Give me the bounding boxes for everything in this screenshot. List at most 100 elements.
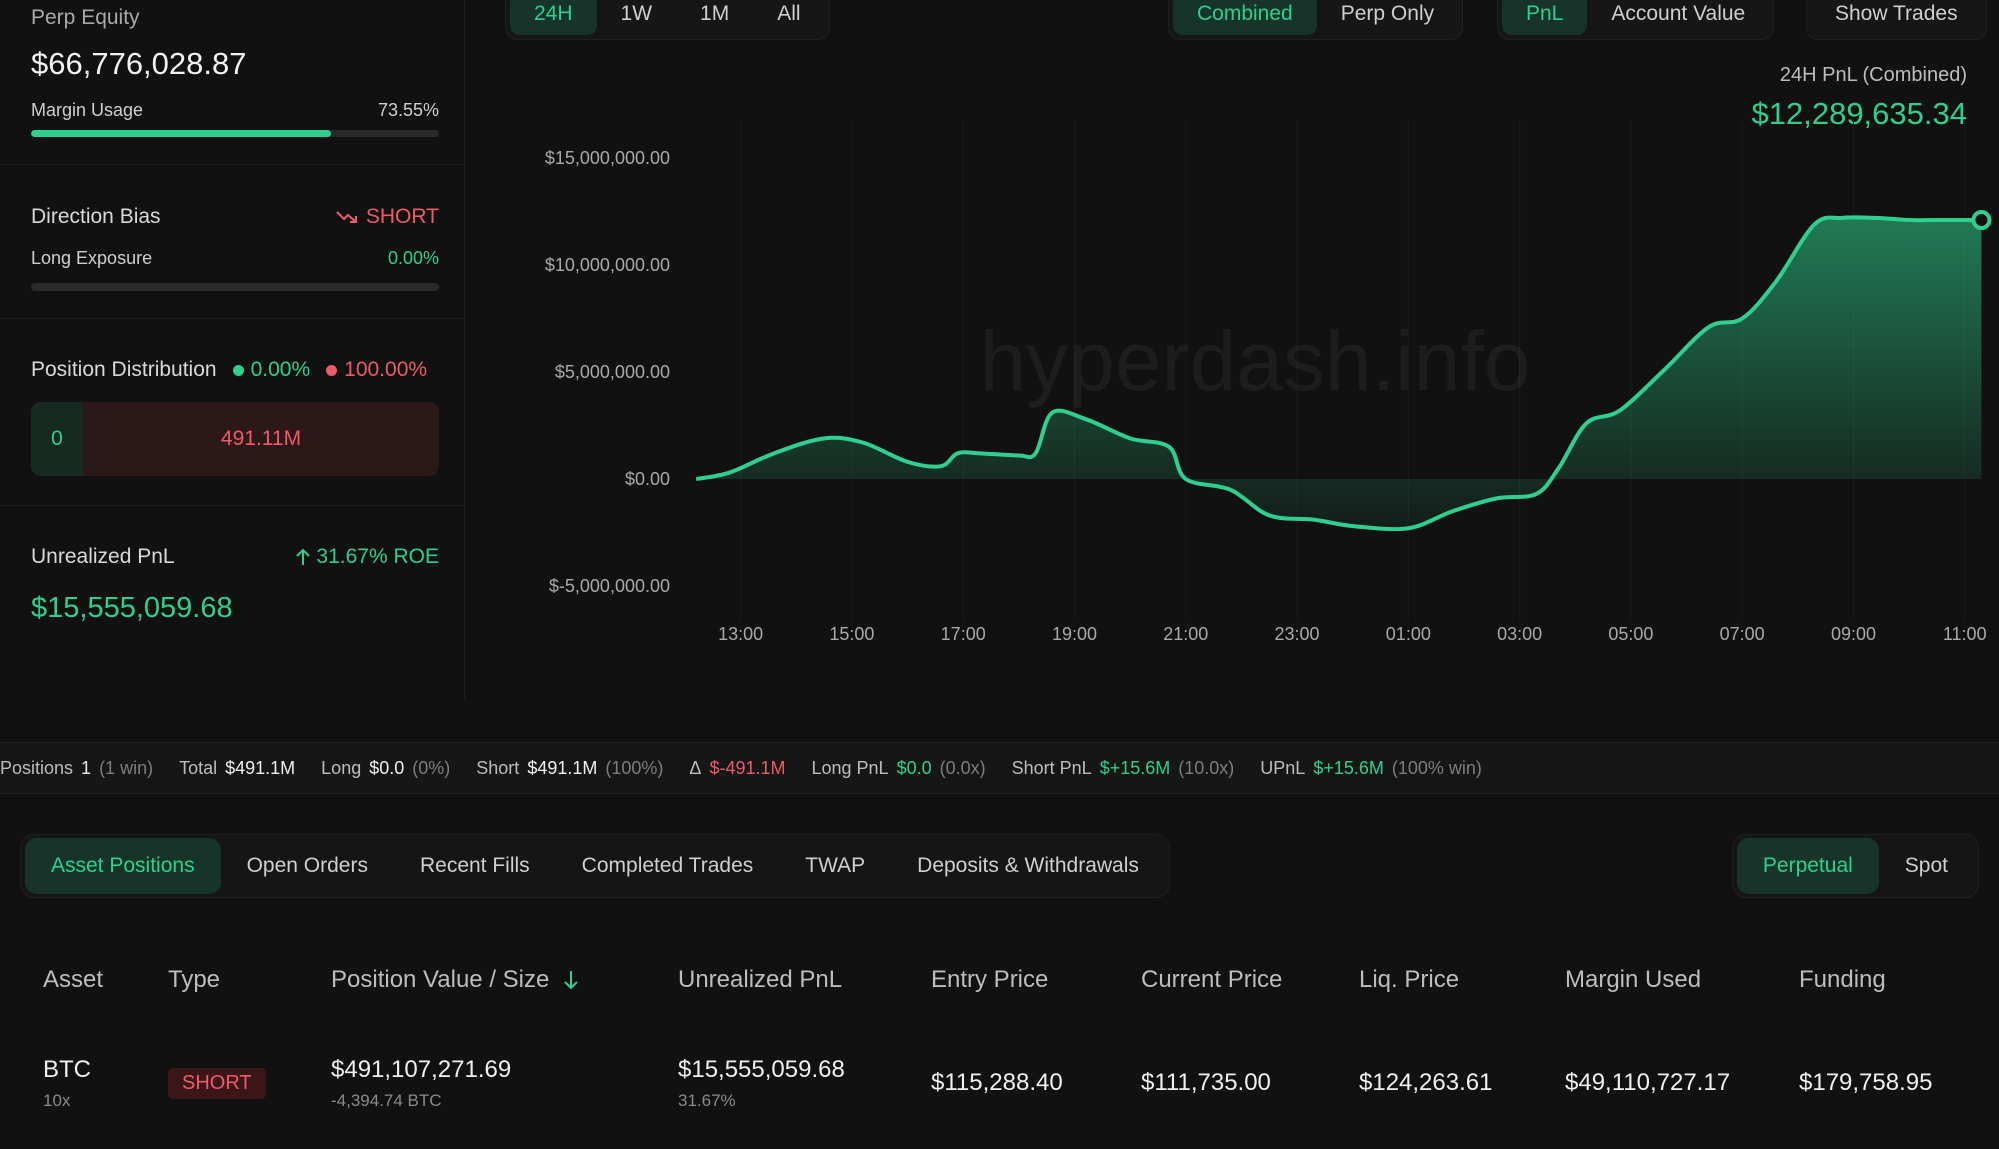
y-tick-label: $0.00 [625,469,670,489]
asset-name: BTC [43,1056,91,1083]
col-entry[interactable]: Entry Price [931,966,1049,993]
position-distribution-bar: 0 491.11M [31,402,439,476]
tab-twap[interactable]: TWAP [805,854,866,877]
stat-label: Short [476,757,520,778]
margin-usage-value: 73.55% [377,100,439,120]
col-liq[interactable]: Liq. Price [1359,966,1460,993]
position-size: -4,394.74 BTC [331,1091,442,1110]
tab-pnl[interactable]: PnL [1502,0,1588,35]
mode-tabs: Combined Perp Only [1168,0,1464,40]
last-point-marker [1971,210,1992,231]
tab-deposits-withdrawals[interactable]: Deposits & Withdrawals [917,854,1139,877]
pnl-area [696,217,1982,530]
long-exposure-bar [31,283,439,291]
row-upnl-pct: 31.67% [678,1091,736,1110]
sort-down-icon [564,971,579,990]
x-tick-label: 23:00 [1275,624,1320,644]
position-distribution-label: Position Distribution [31,358,217,381]
stat-value: $491.1M [225,757,296,778]
margin-used: $49,110,727.17 [1565,1069,1731,1096]
stat-note: (100%) [605,757,664,778]
col-asset[interactable]: Asset [43,966,104,993]
pnl-caption: 24H PnL (Combined) [1779,64,1967,86]
long-dot-icon [232,364,244,376]
tab-open-orders[interactable]: Open Orders [246,854,368,877]
liq-price: $124,263.61 [1359,1069,1493,1096]
current-price: $111,735.00 [1141,1069,1271,1096]
stat-item: Positions 1 (1 win) [0,758,153,779]
long-exposure-row: Long Exposure 0.00% [31,248,439,269]
tab-perpetual[interactable]: Perpetual [1736,838,1879,894]
x-tick-label: 11:00 [1943,624,1987,644]
stat-note: (1 win) [99,757,154,778]
y-tick-label: $10,000,000.00 [545,255,670,275]
direction-bias-value: SHORT [365,205,439,228]
position-distribution-row: Position Distribution 0.00% 100.00% [31,358,439,382]
stat-item: Total $491.1M [179,758,295,779]
x-tick-label: 19:00 [1052,624,1097,644]
y-tick-label: $-5,000,000.00 [549,576,670,596]
pnl-total: $12,289,635.34 [1751,96,1968,131]
long-exposure-label: Long Exposure [31,248,153,268]
col-upnl[interactable]: Unrealized PnL [678,966,843,993]
x-tick-label: 09:00 [1831,624,1876,644]
pnl-line [695,215,1982,532]
margin-usage-label: Margin Usage [31,100,144,120]
stat-value: $+15.6M [1313,757,1384,778]
margin-usage-row: Margin Usage 73.55% [31,100,439,121]
short-dot-icon [326,364,338,376]
x-tick-label: 07:00 [1720,624,1765,644]
short-amount: 491.11M [83,402,439,476]
divider [0,505,465,506]
stat-item: Long $0.0 (0%) [321,758,450,779]
margin-usage-bar [31,130,439,137]
show-trades-button[interactable]: Show Trades [1835,2,1958,25]
metric-tabs: PnL Account Value [1497,0,1775,40]
x-tick-label: 15:00 [829,624,874,644]
tab-1w[interactable]: 1W [620,2,653,25]
col-margin[interactable]: Margin Used [1565,966,1702,993]
type-badge: SHORT [168,1068,266,1099]
perp-equity-label: Perp Equity [31,6,140,29]
stat-value: $+15.6M [1099,757,1171,778]
col-type[interactable]: Type [168,966,221,993]
unrealized-pnl-row: Unrealized PnL 31.67% ROE [31,545,439,569]
stat-value: $491.1M [527,757,598,778]
tab-all[interactable]: All [777,2,801,25]
unrealized-pnl-value: $15,555,059.68 [31,592,233,624]
long-exposure-value: 0.00% [387,248,439,268]
col-funding[interactable]: Funding [1799,966,1886,993]
x-tick-label: 05:00 [1608,624,1653,644]
tab-spot[interactable]: Spot [1904,854,1948,877]
row-upnl: $15,555,059.68 [678,1056,845,1083]
tab-24h[interactable]: 24H [510,0,597,35]
account-summary-panel: Perp Equity $66,776,028.87 Margin Usage … [0,0,465,700]
tab-perp-only[interactable]: Perp Only [1340,2,1435,25]
stat-value: $0.0 [369,757,405,778]
tab-completed-trades[interactable]: Completed Trades [581,854,754,877]
stat-label: Long [321,757,362,778]
y-tick-label: $5,000,000.00 [555,362,670,382]
bottom-tabs: Asset Positions Open Orders Recent Fills Co… [20,834,1170,898]
asset-leverage: 10x [43,1091,71,1110]
stat-label: Long PnL [811,757,889,778]
col-current[interactable]: Current Price [1141,966,1283,993]
funding-value: $179,758.95 [1799,1069,1933,1096]
stat-label: Δ [689,757,702,778]
stat-item: UPnL $+15.6M (100% win) [1260,758,1482,779]
range-tabs: 24H 1W 1M All [505,0,830,40]
tab-combined[interactable]: Combined [1173,0,1317,35]
x-tick-label: 17:00 [941,624,986,644]
tab-recent-fills[interactable]: Recent Fills [419,854,530,877]
stat-label: UPnL [1260,757,1306,778]
pnl-chart: hyperdash.info $15,000,000.00 $10,000,000… [545,120,1992,644]
watermark: hyperdash.info [979,314,1530,408]
col-position[interactable]: Position Value / Size [331,966,579,994]
tab-account-value[interactable]: Account Value [1611,2,1746,25]
x-tick-label: 13:00 [718,624,763,644]
product-tabs: Perpetual Spot [1731,834,1979,898]
tab-asset-positions[interactable]: Asset Positions [25,838,221,894]
show-trades-group: Show Trades [1806,0,1987,40]
col-position-label: Position Value / Size [331,966,550,993]
tab-1m[interactable]: 1M [700,2,730,25]
